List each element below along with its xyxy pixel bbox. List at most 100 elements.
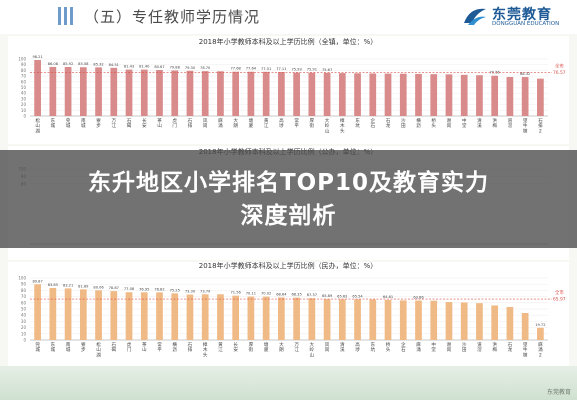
bar: [491, 75, 499, 116]
data-label: 85.58: [78, 62, 89, 66]
x-tick-label: 桥头: [386, 341, 391, 353]
bar: [460, 302, 468, 340]
bar: [186, 70, 194, 116]
data-label: 65.89: [322, 294, 333, 298]
x-tick-label: 万江: [294, 342, 299, 353]
y-tick-label: 40: [21, 91, 27, 96]
data-label: 77.68: [231, 67, 242, 71]
x-tick-label: 清溪: [340, 341, 345, 353]
bar: [445, 74, 453, 116]
data-label: 64.61: [383, 295, 393, 299]
data-label: 77.64: [246, 67, 257, 71]
bar: [262, 71, 270, 116]
chart-panel: [8, 36, 569, 144]
x-tick-label: 莞城: [35, 341, 40, 353]
y-tick-label: 100: [18, 57, 26, 62]
y-tick-label: 0: [23, 338, 26, 343]
x-tick-label: 麻涌: [416, 341, 421, 353]
x-tick-label: 茶山: [142, 341, 147, 353]
bar: [156, 292, 163, 340]
bar: [384, 73, 392, 116]
bar: [140, 69, 148, 116]
bar: [506, 77, 514, 116]
bar: [369, 73, 377, 116]
bar: [399, 73, 407, 116]
x-tick-label: 谢岗: [447, 117, 452, 129]
data-label: 71.56: [231, 291, 242, 295]
header-bar: （五）专任教师学历情况 东莞教育 DONGGUAN EDUCATION: [0, 0, 577, 34]
y-tick-label: 30: [21, 319, 27, 324]
bar: [308, 298, 316, 340]
y-tick-label: 50: [21, 307, 27, 312]
data-label: 98.21: [32, 55, 42, 59]
x-tick-label: 厚街: [310, 118, 315, 129]
logo-mark-icon: [464, 8, 486, 25]
x-tick-label: 黄江: [218, 341, 223, 353]
data-label: 85.32: [93, 62, 103, 66]
bar: [369, 299, 377, 340]
bar: [110, 67, 118, 116]
y-tick-label: 10: [21, 331, 27, 336]
data-label: 68.35: [291, 293, 301, 297]
x-tick-label: 大岭山: [325, 117, 330, 134]
x-tick-label: 凤岗: [203, 118, 208, 129]
y-tick-label: 40: [21, 313, 27, 318]
bar: [232, 71, 240, 116]
x-tick-label: 企石: [370, 117, 375, 129]
y-tick-label: 20: [21, 102, 27, 107]
accent-mark: [58, 7, 61, 25]
reference-value: 65.97: [553, 297, 566, 303]
data-label: 81.43: [124, 65, 134, 69]
bar: [521, 77, 529, 116]
bar: [79, 67, 87, 116]
x-tick-label: 企石: [401, 341, 406, 353]
x-tick-label: 洪梅: [492, 117, 497, 129]
bar: [186, 294, 194, 340]
bar: [338, 299, 346, 340]
data-label: 77.51: [261, 67, 271, 71]
bar: [430, 300, 438, 340]
y-tick-label: 20: [21, 325, 27, 330]
data-label: 73.30: [185, 290, 196, 294]
data-label: 81.69: [78, 284, 89, 288]
y-tick-label: 10: [21, 108, 27, 113]
x-tick-label: 麻涌: [218, 117, 223, 129]
x-tick-label: 樟木头: [203, 341, 208, 358]
chart-private: 2018年小学教师本科及以上学历比例（民办，单位：%）1009080706050…: [8, 261, 569, 368]
x-tick-label: 东城: [51, 117, 56, 129]
bar: [217, 294, 224, 340]
x-tick-label: 沙田: [462, 342, 467, 353]
x-tick-label: 寮步: [96, 117, 101, 129]
x-tick-label: 寮步: [81, 341, 86, 353]
bar: [232, 295, 240, 340]
bar: [537, 327, 544, 340]
bar: [384, 299, 392, 340]
bar: [354, 73, 361, 116]
x-tick-label: 长安: [233, 341, 238, 353]
y-tick-label: 0: [23, 114, 26, 119]
footer-band: 东莞教育: [0, 366, 577, 400]
bar: [125, 69, 133, 116]
bar: [125, 292, 133, 340]
bar: [308, 72, 316, 116]
data-label: 81.40: [139, 65, 150, 69]
data-label: 78.87: [109, 286, 119, 290]
data-label: 75.91: [307, 68, 317, 72]
x-tick-label: 长安: [142, 117, 147, 129]
bar: [201, 71, 209, 116]
x-tick-label: 常平: [157, 341, 162, 353]
data-label: 80.67: [154, 65, 164, 69]
bar: [491, 305, 499, 340]
x-tick-label: 中堂: [462, 117, 467, 129]
x-tick-label: 清溪: [477, 117, 482, 129]
bar: [537, 78, 544, 116]
y-tick-label: 80: [21, 288, 27, 293]
bar: [278, 72, 285, 116]
x-tick-label: 大岭山: [310, 341, 315, 358]
x-tick-label: 厚街: [249, 342, 254, 353]
data-label: 84.51: [109, 63, 119, 67]
data-label: 80.06: [93, 285, 104, 289]
x-tick-label: 洪梅: [492, 341, 497, 353]
data-label: 65.54: [352, 294, 363, 298]
x-tick-label: 凤岗: [325, 342, 330, 353]
